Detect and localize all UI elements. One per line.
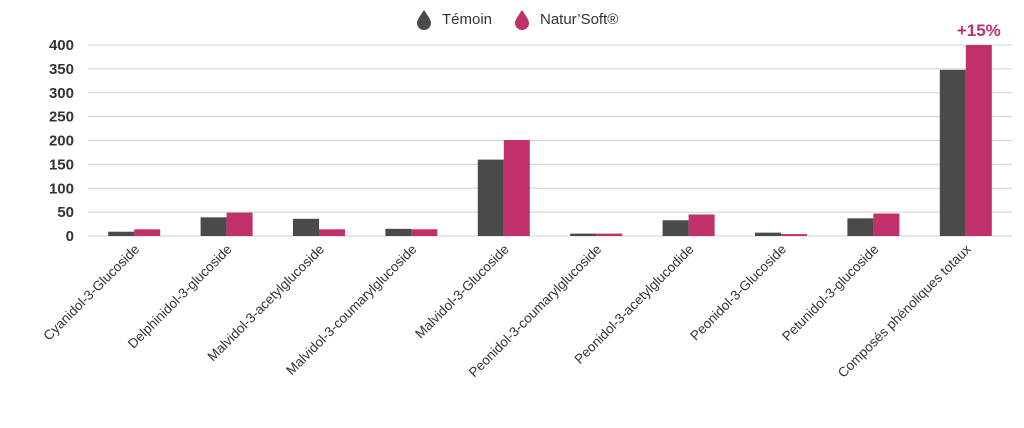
legend-marker-icon [417,10,431,30]
category-label: Cyanidol-3-Glucoside [40,242,142,344]
x-axis: Cyanidol-3-GlucosideDelphinidol-3-glucos… [40,241,974,380]
category-label: Peonidol-3-Glucoside [687,242,789,344]
bar-temoin [385,228,412,236]
category-label: Delphinidol-3-glucoside [125,242,235,352]
bar-temoin [293,218,319,236]
y-tick-label: 400 [49,37,74,54]
bar-natursoft [503,140,530,236]
bar-natursoft [226,212,253,236]
bar-temoin [477,159,504,236]
bar-natursoft [873,213,900,236]
category-label: Malvidol-3-Glucoside [412,242,512,342]
y-axis: 0 50 100 150 200 250 300 350 400 [49,37,74,245]
bar-natursoft [965,45,992,236]
y-tick-label: 200 [49,133,74,150]
bars [108,45,992,236]
legend-marker-icon [515,10,529,30]
y-tick-label: 100 [49,180,74,197]
bar-temoin [570,233,597,236]
y-tick-label: 50 [57,204,74,221]
legend: Témoin Natur’Soft® [417,10,618,30]
y-tick-label: 250 [49,109,74,126]
bar-temoin [939,69,966,236]
bar-natursoft [688,214,715,236]
bar-natursoft [411,229,438,236]
bar-temoin [755,232,781,236]
bar-natursoft [596,233,623,236]
y-tick-label: 350 [49,61,74,78]
bar-temoin [662,220,689,236]
bar-temoin [847,218,874,236]
legend-label: Natur’Soft® [540,11,618,28]
y-tick-label: 150 [49,156,74,173]
bar-temoin [108,231,135,236]
annotations: +15% [957,21,1001,40]
y-tick-label: 0 [66,228,74,245]
category-label: Petunidol-3-glucoside [779,242,881,344]
bar-natursoft [319,229,345,236]
annotation-label: +15% [957,21,1001,40]
y-tick-label: 300 [49,85,74,102]
bar-temoin [200,217,227,236]
gridlines [88,44,1012,237]
bar-natursoft [781,234,807,236]
legend-label: Témoin [442,11,492,28]
bar-natursoft [134,229,161,236]
